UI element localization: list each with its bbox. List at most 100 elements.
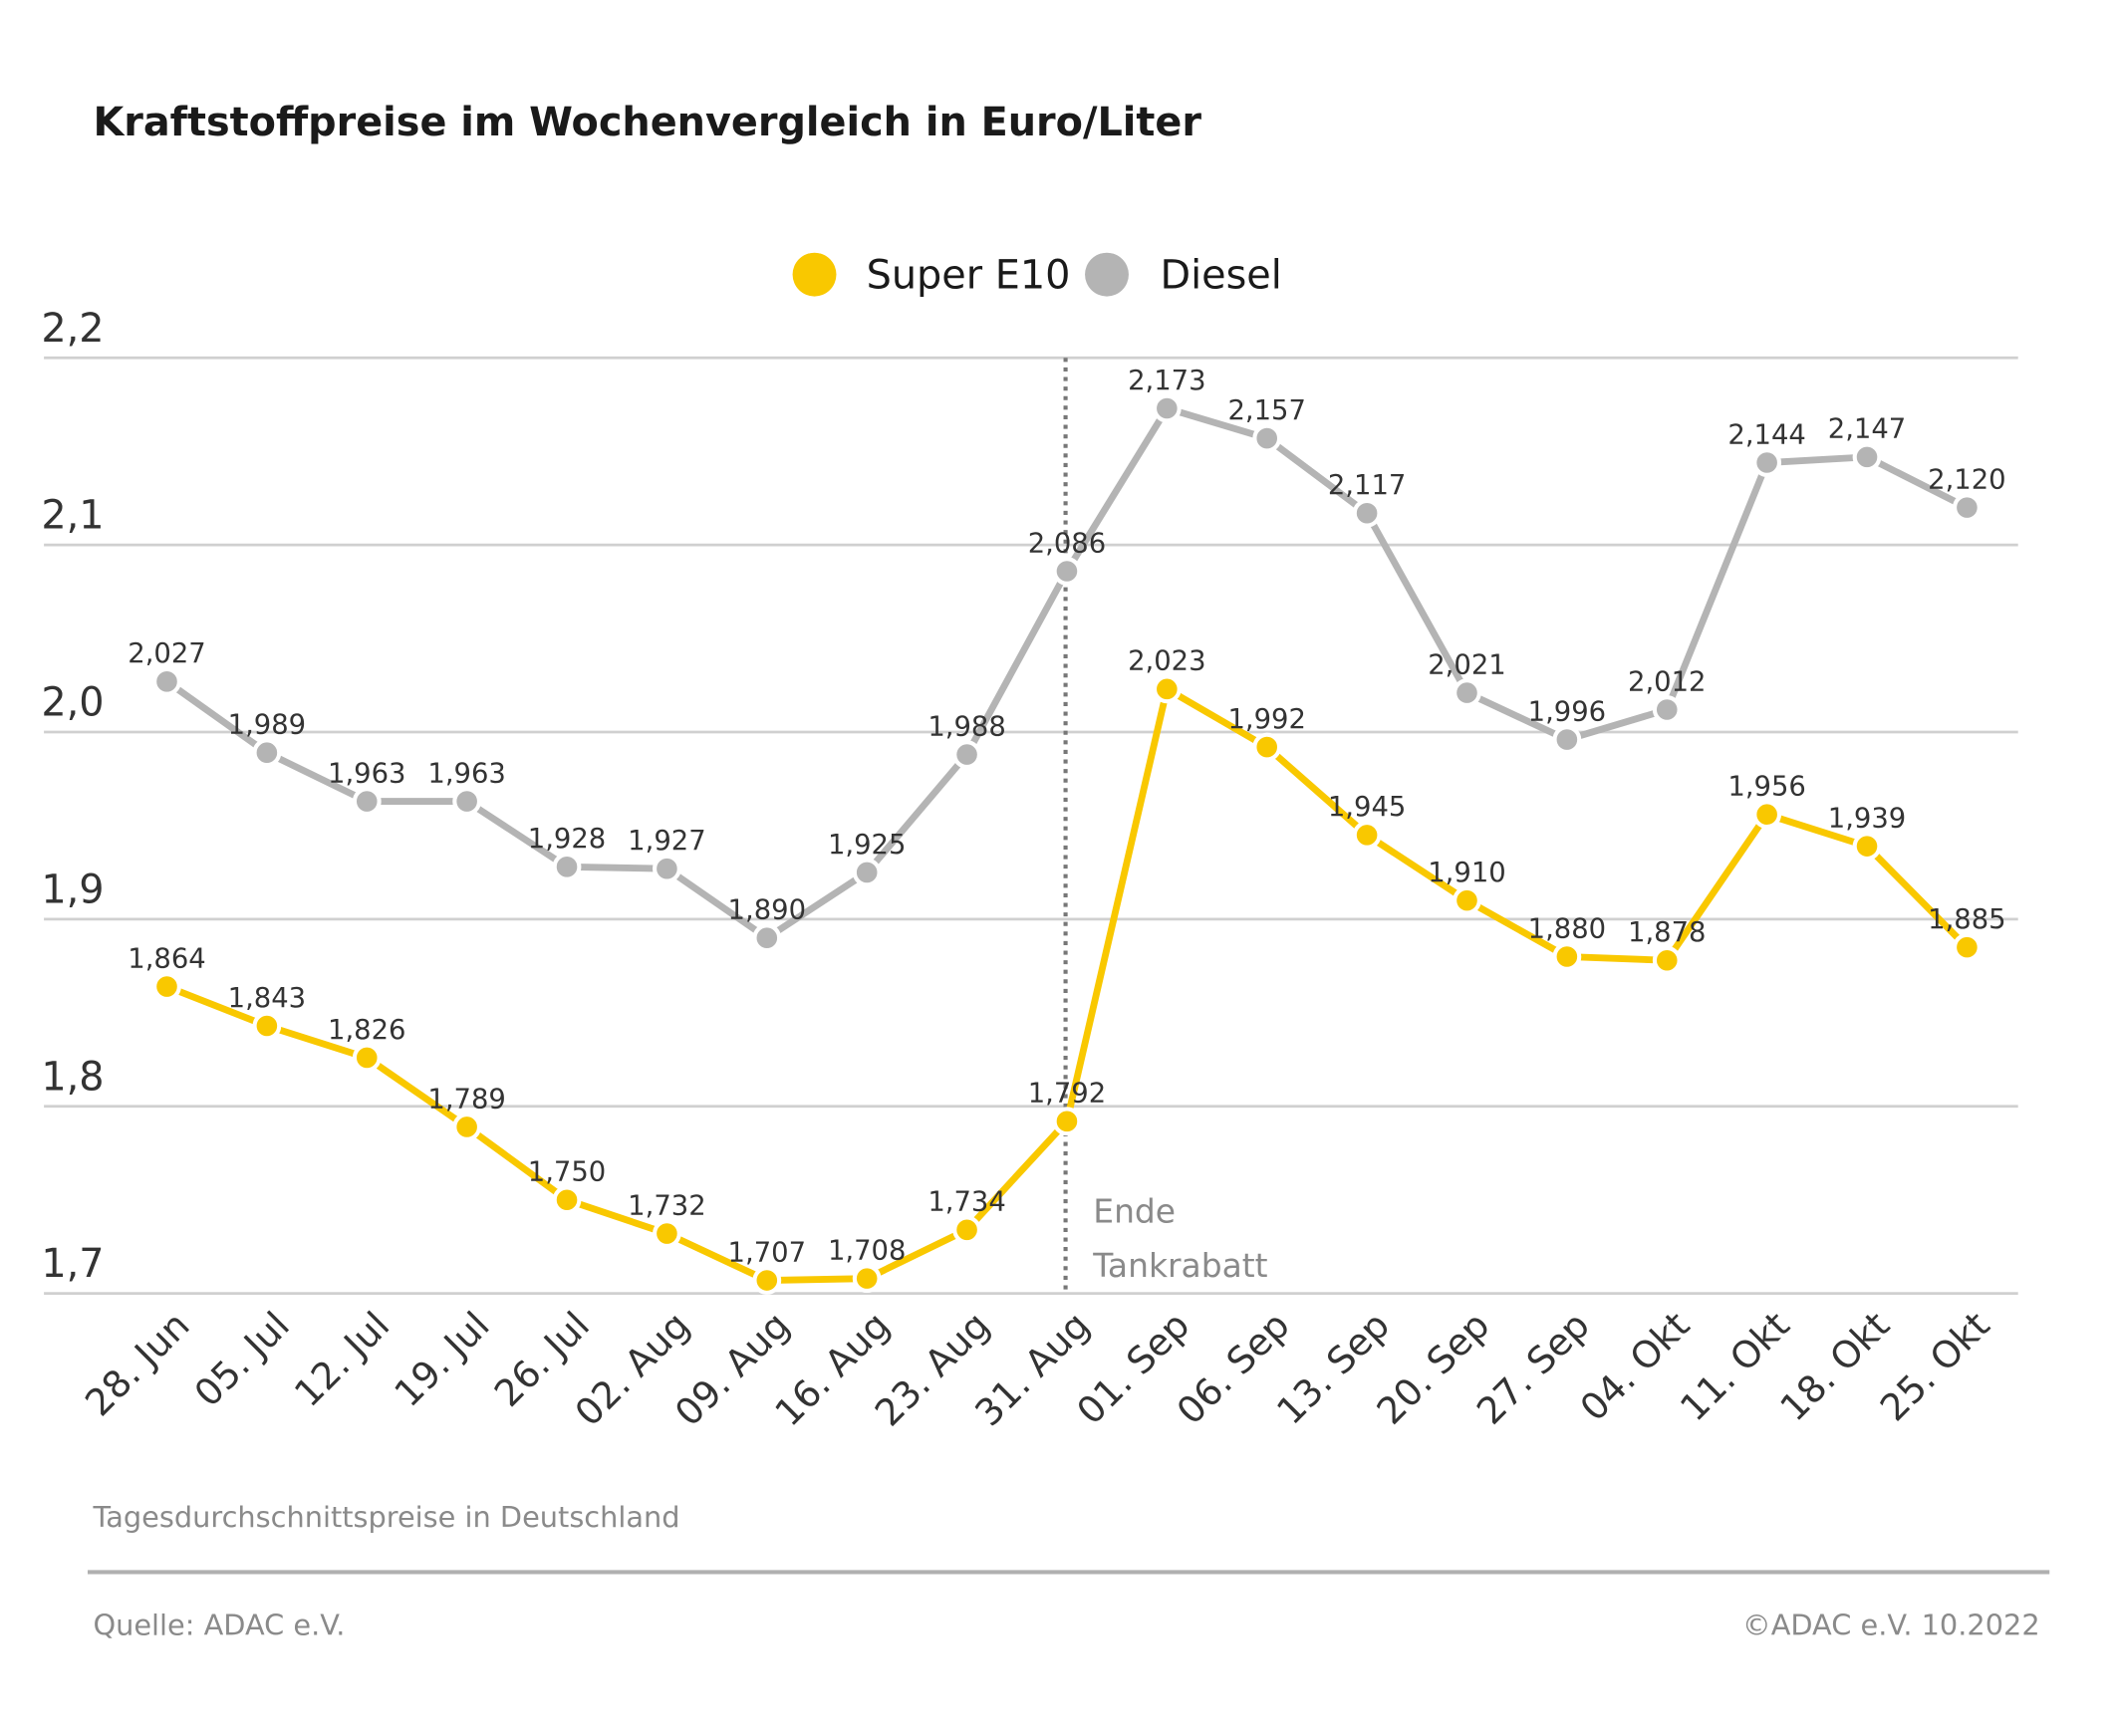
data-point-super-e10 (552, 1185, 582, 1215)
series-diesel: 2,027 1,989 1,963 1,963 1,928 1,927 1,890 1,925… (128, 366, 2006, 953)
series-super-e10: 1,864 1,843 1,826 1,789 1,750 1,732 1,707 1,708… (128, 646, 2006, 1295)
data-label-diesel: 2,021 (1428, 649, 1505, 680)
data-point-diesel (552, 852, 582, 881)
data-point-diesel (852, 858, 882, 887)
data-point-super-e10 (1652, 945, 1682, 975)
data-label-diesel: 2,147 (1828, 414, 1906, 445)
data-label-super-e10: 1,789 (427, 1084, 505, 1115)
legend-marker-diesel (1085, 252, 1129, 297)
data-point-diesel (1453, 678, 1481, 707)
data-point-diesel (252, 738, 282, 768)
legend-label-super-e10: Super E10 (867, 252, 1071, 298)
data-point-diesel (1953, 493, 1982, 522)
x-tick-label: 25. Okt (1872, 1304, 1997, 1429)
footnote: Tagesdurchschnittspreise in Deutschland (92, 1500, 679, 1534)
data-label-super-e10: 1,880 (1528, 913, 1606, 944)
annotation-line2: Tankrabatt (1092, 1246, 1267, 1285)
x-tick-label: 28. Jun (77, 1304, 197, 1424)
data-point-super-e10 (1552, 942, 1582, 971)
data-point-super-e10 (653, 1219, 681, 1248)
legend: Super E10 Diesel (792, 252, 1282, 298)
data-point-super-e10 (752, 1266, 782, 1295)
data-point-super-e10 (1252, 732, 1282, 762)
data-point-super-e10 (1453, 885, 1481, 915)
data-point-super-e10 (1052, 1107, 1082, 1136)
data-label-super-e10: 1,826 (328, 1015, 405, 1046)
data-point-super-e10 (1852, 832, 1882, 862)
data-point-diesel (1152, 393, 1182, 423)
data-label-diesel: 2,012 (1628, 666, 1706, 697)
x-tick-label: 18. Okt (1772, 1304, 1898, 1429)
data-point-diesel (1552, 725, 1582, 754)
data-label-diesel: 2,173 (1128, 366, 1205, 396)
data-label-diesel: 1,989 (228, 710, 306, 741)
legend-marker-super-e10 (792, 252, 837, 297)
source-label: Quelle: ADAC e.V. (93, 1609, 345, 1642)
data-point-super-e10 (1152, 674, 1182, 704)
data-point-diesel (452, 787, 482, 816)
data-point-diesel (1652, 695, 1682, 724)
data-label-diesel: 1,927 (628, 826, 705, 857)
data-label-super-e10: 1,945 (1328, 792, 1406, 823)
data-label-super-e10: 1,843 (228, 983, 306, 1014)
data-point-super-e10 (252, 1011, 282, 1041)
data-label-super-e10: 1,792 (1028, 1079, 1106, 1110)
data-label-diesel: 2,086 (1028, 528, 1106, 559)
data-point-super-e10 (352, 1043, 382, 1073)
data-label-diesel: 1,996 (1528, 696, 1606, 727)
y-tick-label: 2,1 (41, 493, 104, 539)
data-label-super-e10: 1,910 (1428, 858, 1505, 888)
data-label-diesel: 2,144 (1727, 419, 1805, 450)
y-tick-label: 2,0 (41, 680, 104, 726)
data-point-diesel (152, 666, 181, 696)
data-label-diesel: 2,120 (1928, 464, 2005, 495)
data-point-diesel (752, 923, 782, 953)
x-tick-label: 12. Jul (286, 1304, 397, 1415)
data-label-super-e10: 1,956 (1727, 772, 1805, 803)
data-point-diesel (352, 787, 382, 816)
y-tick-label: 2,2 (41, 306, 104, 352)
data-point-diesel (952, 740, 981, 769)
data-point-super-e10 (1352, 820, 1382, 850)
data-point-diesel (1852, 442, 1882, 472)
data-point-diesel (1252, 423, 1282, 453)
data-label-super-e10: 1,750 (528, 1157, 606, 1188)
data-point-super-e10 (952, 1215, 981, 1245)
data-label-super-e10: 1,707 (728, 1237, 806, 1268)
data-point-super-e10 (1953, 932, 1982, 962)
x-tick-label: 19. Jul (387, 1304, 498, 1415)
x-tick-label: 27. Sep (1468, 1304, 1598, 1433)
data-point-diesel (1352, 498, 1382, 528)
data-label-diesel: 1,963 (427, 758, 505, 789)
y-tick-label: 1,9 (41, 867, 104, 912)
chart-title: Kraftstoffpreise im Wochenvergleich in E… (93, 100, 1201, 145)
data-point-super-e10 (852, 1264, 882, 1294)
data-label-super-e10: 1,734 (927, 1187, 1005, 1218)
data-label-super-e10: 1,885 (1928, 904, 2005, 935)
data-label-diesel: 1,928 (528, 824, 606, 855)
data-label-diesel: 1,963 (328, 758, 405, 789)
x-tick-label: 11. Okt (1672, 1304, 1797, 1429)
data-label-diesel: 2,117 (1328, 470, 1406, 501)
legend-label-diesel: Diesel (1160, 252, 1281, 298)
data-label-super-e10: 2,023 (1128, 646, 1205, 677)
y-tick-label: 1,8 (41, 1054, 104, 1100)
x-tick-label: 05. Jul (186, 1304, 298, 1415)
data-point-super-e10 (152, 972, 181, 1001)
data-point-diesel (1052, 557, 1082, 586)
data-point-diesel (653, 854, 681, 883)
data-label-super-e10: 1,992 (1227, 704, 1305, 735)
data-label-super-e10: 1,708 (828, 1235, 906, 1266)
data-label-diesel: 1,988 (927, 711, 1005, 742)
copyright-label: ©ADAC e.V. 10.2022 (1742, 1609, 2040, 1642)
data-label-diesel: 2,027 (128, 638, 205, 669)
data-label-diesel: 1,925 (828, 830, 906, 861)
data-point-super-e10 (452, 1113, 482, 1141)
data-point-diesel (1752, 448, 1782, 477)
data-label-super-e10: 1,732 (628, 1190, 705, 1221)
annotation-line1: Ende (1093, 1191, 1176, 1230)
data-label-super-e10: 1,864 (128, 943, 205, 974)
data-label-super-e10: 1,878 (1628, 917, 1706, 948)
data-label-diesel: 2,157 (1227, 395, 1305, 426)
